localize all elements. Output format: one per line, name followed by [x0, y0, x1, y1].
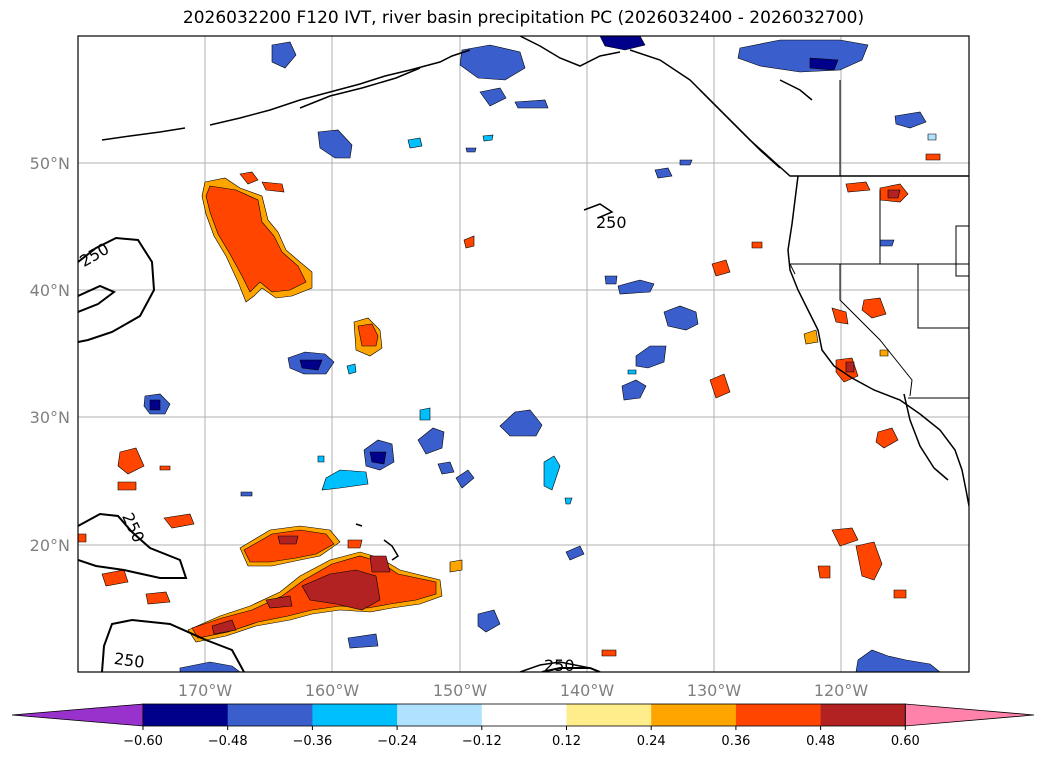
map-title: 2026032200 F120 IVT, river basin precipi… — [182, 8, 865, 28]
lon-label-130w: 130°W — [687, 681, 742, 700]
negative-pc-patches — [143, 36, 941, 672]
colorbar-segment — [566, 704, 652, 726]
colorbar-extend-high — [904, 703, 1035, 727]
map-background — [78, 36, 969, 672]
lon-label-150w: 150°W — [433, 681, 488, 700]
borders — [789, 80, 969, 399]
lat-label-30n: 30°N — [30, 408, 70, 427]
lon-label-140w: 140°W — [560, 681, 615, 700]
colorbar-segment — [312, 704, 398, 726]
lon-label-160w: 160°W — [305, 681, 360, 700]
lat-label-40n: 40°N — [30, 281, 70, 300]
colorbar-outline — [142, 703, 906, 727]
colorbar-tick-label: −0.12 — [462, 734, 502, 749]
colorbar-tick-label: −0.60 — [123, 734, 163, 749]
ivt-contours — [78, 236, 601, 672]
colorbar-segment — [735, 704, 822, 726]
contour-label: 250 — [596, 213, 627, 232]
colorbar-segment — [397, 704, 483, 726]
colorbar-tick-label: 0.48 — [806, 734, 835, 749]
colorbar-extend-low — [11, 703, 144, 727]
positive-pc-patches — [78, 153, 941, 657]
map-frame — [77, 35, 970, 673]
contour-label: 250 — [544, 656, 575, 675]
colorbar-tick-label: −0.24 — [377, 734, 417, 749]
colorbar-tick-label: −0.48 — [208, 734, 248, 749]
lat-label-50n: 50°N — [30, 154, 70, 173]
lon-label-120w: 120°W — [814, 681, 869, 700]
colorbar-segment — [227, 704, 313, 726]
colorbar-segment — [651, 704, 737, 726]
colorbar-tick-label: 0.12 — [552, 734, 581, 749]
colorbar-segment — [481, 704, 567, 726]
colorbar-tick-label: 0.24 — [637, 734, 666, 749]
colorbar-segment — [143, 704, 229, 726]
colorbar-segment — [820, 704, 906, 726]
lon-label-170w: 170°W — [178, 681, 233, 700]
map-content: 250 250 250 250 250 — [78, 36, 969, 675]
colorbar: −0.60 −0.48 −0.36 −0.24 −0.12 0.12 0.24 0.36 0.4… — [11, 703, 1035, 749]
colorbar-tick-label: −0.36 — [292, 734, 332, 749]
colorbar-tick-label: 0.36 — [721, 734, 750, 749]
contour-label: 250 — [113, 649, 146, 672]
lat-label-20n: 20°N — [30, 536, 70, 555]
colorbar-tick-label: 0.60 — [891, 734, 920, 749]
